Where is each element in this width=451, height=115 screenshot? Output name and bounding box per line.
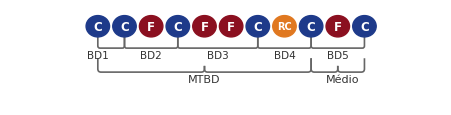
Text: C: C xyxy=(253,21,262,33)
Text: MTBD: MTBD xyxy=(188,75,221,85)
Ellipse shape xyxy=(113,16,136,38)
Ellipse shape xyxy=(326,16,350,38)
Ellipse shape xyxy=(273,16,296,38)
Ellipse shape xyxy=(139,16,163,38)
Text: C: C xyxy=(360,21,369,33)
Text: Médio: Médio xyxy=(327,75,360,85)
Text: C: C xyxy=(174,21,182,33)
Text: F: F xyxy=(227,21,235,33)
Ellipse shape xyxy=(246,16,270,38)
Text: F: F xyxy=(334,21,342,33)
Text: BD4: BD4 xyxy=(274,51,295,61)
Text: C: C xyxy=(120,21,129,33)
Text: BD2: BD2 xyxy=(140,51,162,61)
Text: BD3: BD3 xyxy=(207,51,229,61)
Ellipse shape xyxy=(193,16,216,38)
Text: BD1: BD1 xyxy=(87,51,109,61)
Ellipse shape xyxy=(353,16,376,38)
Text: BD5: BD5 xyxy=(327,51,349,61)
Text: RC: RC xyxy=(277,22,292,32)
Text: F: F xyxy=(147,21,155,33)
Text: C: C xyxy=(93,21,102,33)
Text: F: F xyxy=(201,21,208,33)
Text: C: C xyxy=(307,21,316,33)
Ellipse shape xyxy=(299,16,323,38)
Ellipse shape xyxy=(86,16,110,38)
Ellipse shape xyxy=(219,16,243,38)
Ellipse shape xyxy=(166,16,189,38)
